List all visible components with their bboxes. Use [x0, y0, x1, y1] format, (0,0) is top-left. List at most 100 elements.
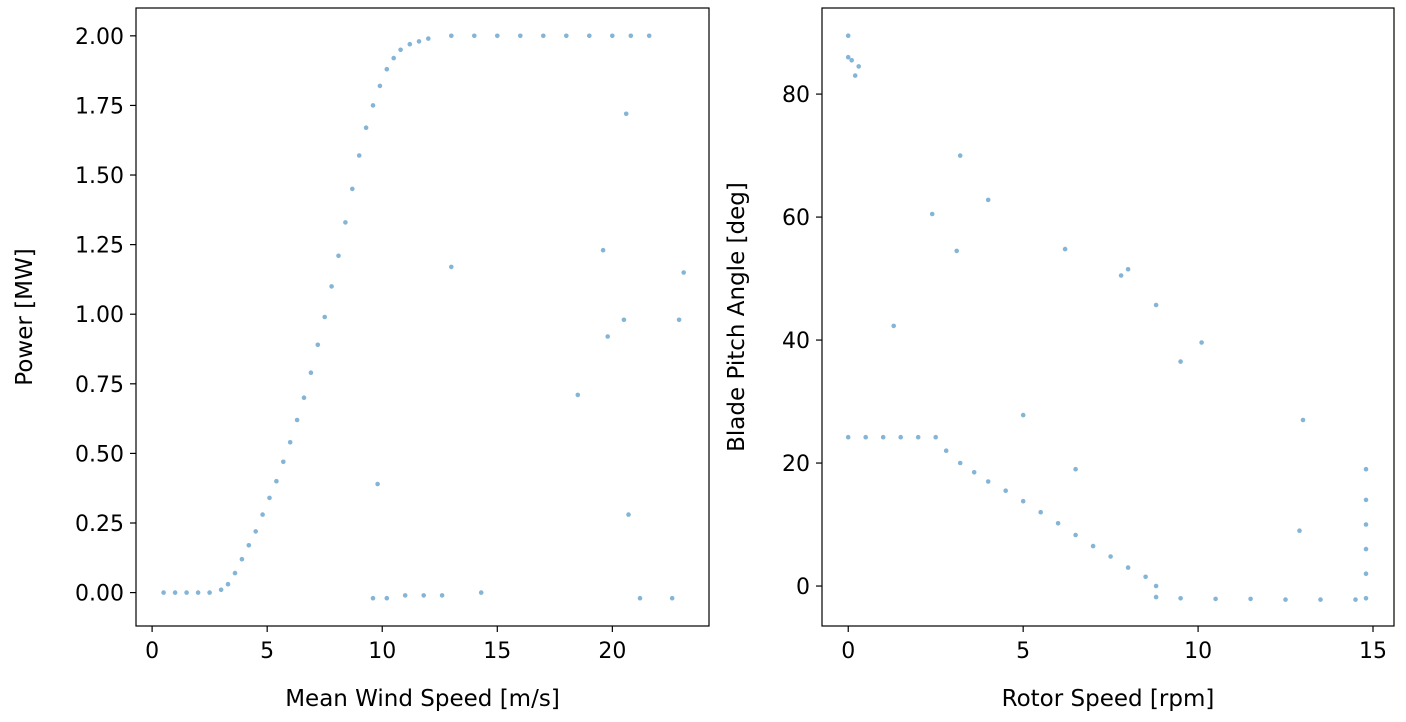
data-point — [421, 593, 427, 598]
x-tick-label: 5 — [1016, 639, 1030, 664]
y-tick-label: 0.50 — [75, 442, 124, 467]
data-point — [1318, 597, 1323, 602]
data-point — [281, 459, 286, 465]
x-tick-label: 20 — [598, 639, 626, 664]
data-point — [564, 33, 569, 39]
data-point — [1213, 596, 1218, 602]
data-point — [541, 33, 546, 39]
y-tick-label: 1.50 — [75, 164, 124, 189]
data-point — [336, 253, 341, 259]
data-point — [1300, 417, 1306, 423]
data-point — [449, 33, 454, 39]
data-point — [845, 54, 851, 60]
data-point — [898, 434, 903, 440]
data-point — [985, 197, 991, 203]
data-point — [239, 556, 245, 562]
data-point — [478, 590, 484, 595]
data-point — [1248, 596, 1253, 602]
data-point — [377, 83, 383, 89]
plot-frame — [821, 7, 1395, 627]
data-point — [172, 590, 178, 595]
data-point — [449, 264, 454, 270]
data-point — [274, 478, 279, 484]
data-point — [1073, 532, 1078, 538]
data-point — [1038, 509, 1043, 515]
x-tick-label: 15 — [1359, 639, 1387, 664]
data-point — [943, 448, 949, 454]
data-point — [845, 434, 851, 440]
data-point — [225, 581, 231, 587]
data-point — [1003, 488, 1008, 494]
data-point — [1153, 594, 1159, 600]
data-point — [637, 595, 643, 601]
data-point — [1153, 583, 1159, 589]
data-point — [1363, 571, 1369, 576]
data-point — [439, 593, 445, 598]
data-point — [384, 595, 390, 601]
data-point — [1297, 528, 1302, 533]
data-point — [1125, 565, 1131, 570]
data-point — [628, 33, 634, 39]
data-point — [954, 248, 959, 254]
data-point — [260, 512, 265, 517]
data-point — [856, 64, 861, 69]
plot-frame — [135, 7, 710, 627]
data-point — [863, 434, 868, 440]
data-point — [1153, 302, 1159, 308]
y-tick-label: 1.25 — [75, 234, 124, 259]
data-point — [301, 395, 307, 401]
data-point — [398, 47, 403, 53]
data-point — [384, 66, 390, 72]
data-point — [587, 33, 592, 39]
y-tick-label: 80 — [782, 83, 810, 108]
data-point — [957, 153, 963, 158]
data-point — [1178, 596, 1183, 601]
data-point — [407, 41, 413, 47]
y-axis-label: Power [MW] — [12, 248, 38, 385]
data-point — [1143, 574, 1148, 580]
data-point — [267, 495, 272, 501]
data-point — [472, 33, 477, 39]
data-point — [370, 595, 376, 601]
data-point — [681, 270, 686, 275]
x-tick-label: 10 — [1184, 639, 1212, 664]
data-point — [676, 317, 682, 323]
data-point — [929, 211, 935, 217]
x-axis-label: Rotor Speed [rpm] — [1002, 686, 1215, 712]
data-point — [207, 590, 212, 595]
data-point — [1118, 273, 1124, 278]
data-point — [232, 570, 238, 576]
data-point — [1363, 596, 1369, 601]
x-tick-label: 15 — [483, 639, 511, 664]
data-point — [891, 323, 896, 329]
data-point — [363, 125, 369, 130]
data-point — [1178, 359, 1183, 364]
data-point — [971, 470, 977, 475]
y-tick-label: 1.75 — [75, 94, 124, 119]
data-point — [426, 36, 431, 41]
x-tick-label: 0 — [841, 639, 855, 664]
data-point — [294, 417, 300, 423]
data-point — [1055, 521, 1061, 526]
data-point — [495, 33, 500, 39]
data-point — [356, 153, 362, 158]
data-point — [375, 481, 380, 487]
data-point — [1363, 546, 1369, 552]
y-tick-label: 1.00 — [75, 303, 124, 328]
data-point — [184, 590, 189, 595]
data-point — [308, 370, 314, 376]
data-point — [621, 317, 627, 323]
data-point — [646, 33, 652, 39]
y-tick-label: 40 — [782, 329, 810, 354]
data-point — [626, 512, 631, 517]
data-point — [218, 587, 224, 593]
y-tick-label: 0 — [796, 575, 810, 600]
data-point — [1073, 466, 1078, 472]
data-point — [985, 479, 991, 484]
data-point — [246, 543, 252, 548]
x-tick-label: 0 — [145, 639, 159, 664]
data-point — [849, 58, 854, 63]
data-point — [1090, 543, 1096, 549]
data-point — [1363, 522, 1369, 527]
